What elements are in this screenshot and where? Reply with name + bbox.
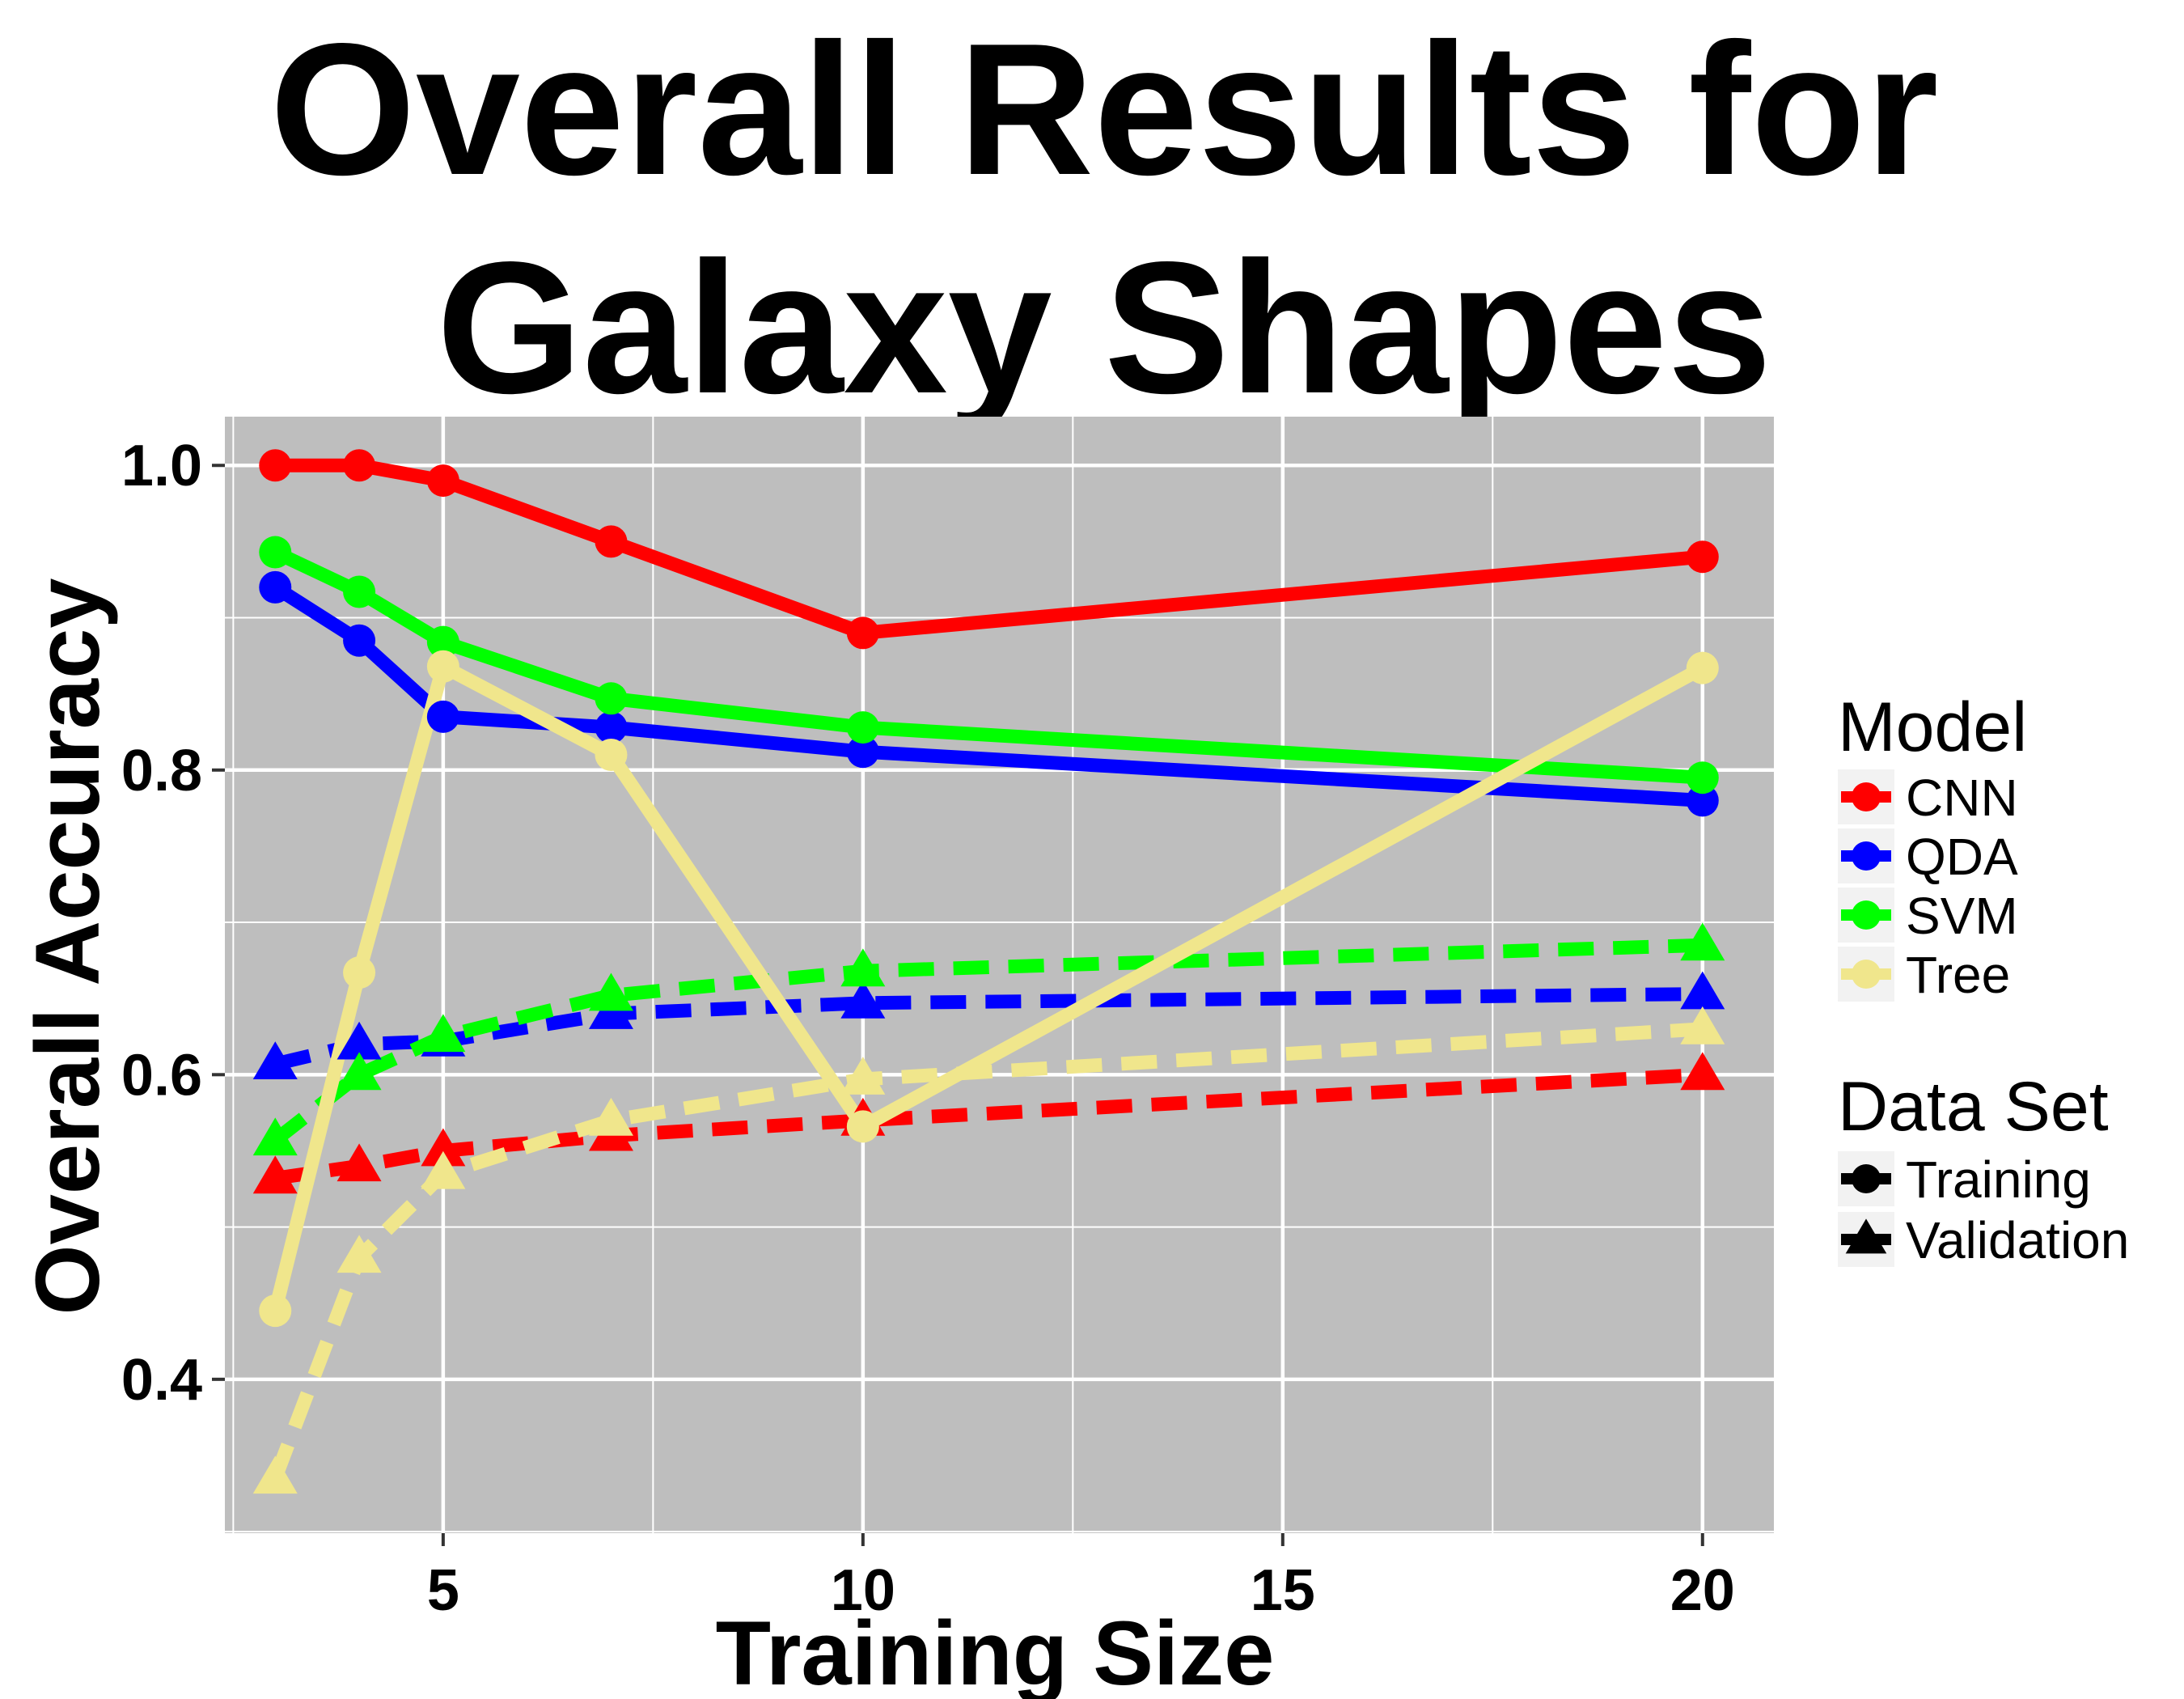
legend-dataset-title: Data Set [1838, 1068, 2109, 1146]
point-tree-validation-1 [336, 1235, 382, 1273]
x-tick-label-1: 10 [831, 1558, 895, 1623]
legend-label-training: Training [1906, 1150, 2091, 1209]
legend-key-marker-qda [1852, 841, 1881, 871]
legend-label-validation: Validation [1906, 1211, 2129, 1269]
point-cnn-validation-2 [421, 1128, 466, 1167]
point-qda-training-1 [343, 624, 376, 657]
point-svm-validation-0 [252, 1117, 298, 1156]
data-points [252, 449, 1725, 1494]
point-qda-training-4 [846, 735, 879, 769]
point-cnn-training-0 [259, 449, 292, 482]
point-svm-validation-3 [588, 972, 633, 1011]
point-svm-validation-2 [421, 1014, 466, 1053]
series-line-tree-validation [269, 1022, 1704, 1481]
y-tick-label-3: 1.0 [121, 434, 202, 498]
chart-title-line-1: Overall Results for [270, 5, 1939, 214]
series-line-tree-training [269, 659, 1706, 1313]
point-svm-training-4 [846, 711, 879, 744]
legend-key-marker-training [1852, 1164, 1881, 1193]
point-qda-validation-5 [1680, 971, 1725, 1010]
point-cnn-training-5 [1686, 540, 1719, 574]
point-tree-validation-3 [588, 1097, 633, 1136]
legend-key-marker-svm [1852, 900, 1881, 930]
point-cnn-validation-1 [336, 1143, 382, 1182]
legend-key-marker-tree [1852, 960, 1881, 989]
point-cnn-training-3 [595, 525, 628, 558]
y-tick-label-0: 0.4 [121, 1348, 202, 1413]
y-tick-label-1: 0.6 [121, 1043, 202, 1108]
legend-key-marker-cnn [1852, 782, 1881, 811]
point-qda-training-0 [259, 570, 292, 604]
point-cnn-training-1 [343, 449, 376, 482]
point-tree-training-3 [595, 738, 628, 771]
point-svm-training-3 [595, 682, 628, 715]
point-svm-validation-4 [840, 948, 886, 987]
legend-label-qda: QDA [1906, 828, 2018, 886]
point-qda-validation-4 [840, 980, 886, 1019]
point-svm-validation-1 [336, 1052, 382, 1091]
point-tree-validation-4 [840, 1057, 886, 1095]
x-tick-label-0: 5 [427, 1558, 459, 1623]
point-qda-validation-0 [252, 1041, 298, 1080]
x-tick-label-3: 20 [1670, 1558, 1735, 1623]
point-svm-validation-5 [1680, 922, 1725, 961]
x-tick-label-2: 15 [1251, 1558, 1315, 1623]
point-tree-training-1 [343, 956, 376, 989]
chart-title-line-2: Galaxy Shapes [437, 223, 1772, 433]
y-tick-label-2: 0.8 [121, 739, 202, 803]
legend-key-marker-validation [1845, 1218, 1887, 1254]
point-qda-training-3 [595, 711, 628, 744]
legend-label-svm: SVM [1906, 887, 2018, 945]
point-tree-validation-0 [252, 1455, 298, 1494]
point-cnn-training-2 [426, 464, 459, 498]
legend-model-title: Model [1838, 688, 2027, 766]
point-cnn-validation-5 [1680, 1052, 1725, 1091]
point-tree-training-4 [846, 1110, 879, 1143]
point-tree-validation-5 [1680, 1006, 1725, 1044]
series-line-qda-training [271, 581, 1704, 807]
point-tree-validation-2 [421, 1150, 466, 1189]
point-cnn-training-4 [846, 616, 879, 650]
point-qda-training-5 [1686, 784, 1719, 817]
point-svm-training-2 [426, 625, 459, 659]
point-tree-training-0 [259, 1294, 292, 1328]
y-axis-title: Overall Accuracy [17, 578, 118, 1315]
point-cnn-validation-0 [252, 1155, 298, 1194]
x-axis-title: Training Size [716, 1603, 1275, 1699]
plot-panel [225, 417, 1774, 1533]
point-tree-training-5 [1686, 651, 1719, 684]
point-svm-training-0 [259, 536, 292, 569]
axes: 5 10 15 20 0.4 0.6 0.8 1.0 [121, 434, 1735, 1623]
point-svm-training-1 [343, 575, 376, 608]
legend-label-cnn: CNN [1906, 769, 2018, 827]
legend-label-tree: Tree [1906, 946, 2010, 1004]
point-qda-training-2 [426, 700, 459, 733]
point-svm-training-5 [1686, 761, 1719, 794]
point-tree-training-2 [426, 650, 459, 683]
grid-lines [225, 417, 1774, 1533]
point-qda-validation-1 [336, 1021, 382, 1060]
